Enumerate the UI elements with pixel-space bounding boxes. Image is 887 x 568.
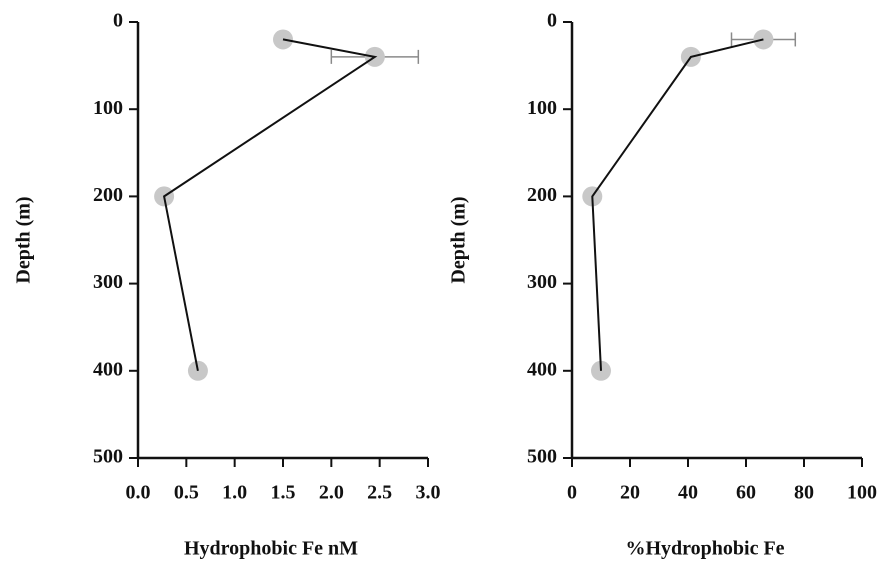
x-tick-label: 2.5 <box>367 482 392 504</box>
y-axis-title: Depth (m) <box>13 196 35 283</box>
y-tick-label: 300 <box>93 271 123 293</box>
y-tick-label: 500 <box>527 446 557 468</box>
x-tick-label: 60 <box>736 482 756 504</box>
x-tick-label: 2.0 <box>319 482 344 504</box>
x-tick-label: 40 <box>678 482 698 504</box>
x-tick-label: 0 <box>567 482 577 504</box>
profile-line <box>162 38 378 371</box>
y-tick-label: 100 <box>527 97 557 119</box>
x-tick-label: 80 <box>794 482 814 504</box>
y-tick-label: 400 <box>527 358 557 380</box>
y-tick-label: 400 <box>93 358 123 380</box>
x-tick-label: 1.5 <box>271 482 296 504</box>
y-axis-title: Depth (m) <box>448 196 470 283</box>
x-tick-label: 100 <box>847 482 877 504</box>
y-tick-label: 0 <box>113 10 123 32</box>
profile-line <box>591 38 764 371</box>
y-tick-label: 200 <box>527 184 557 206</box>
y-tick-label: 0 <box>547 10 557 32</box>
x-axis-title: %Hydrophobic Fe <box>625 538 784 560</box>
y-tick-label: 200 <box>93 184 123 206</box>
x-tick-label: 0.0 <box>126 482 151 504</box>
x-tick-label: 3.0 <box>416 482 441 504</box>
marker <box>187 360 208 381</box>
x-axis-title: Hydrophobic Fe nM <box>184 538 358 560</box>
y-tick-label: 100 <box>93 97 123 119</box>
x-tick-label: 20 <box>620 482 640 504</box>
x-tick-label: 1.0 <box>222 482 247 504</box>
x-tick-label: 0.5 <box>174 482 199 504</box>
y-tick-label: 500 <box>93 446 123 468</box>
y-tick-label: 300 <box>527 271 557 293</box>
